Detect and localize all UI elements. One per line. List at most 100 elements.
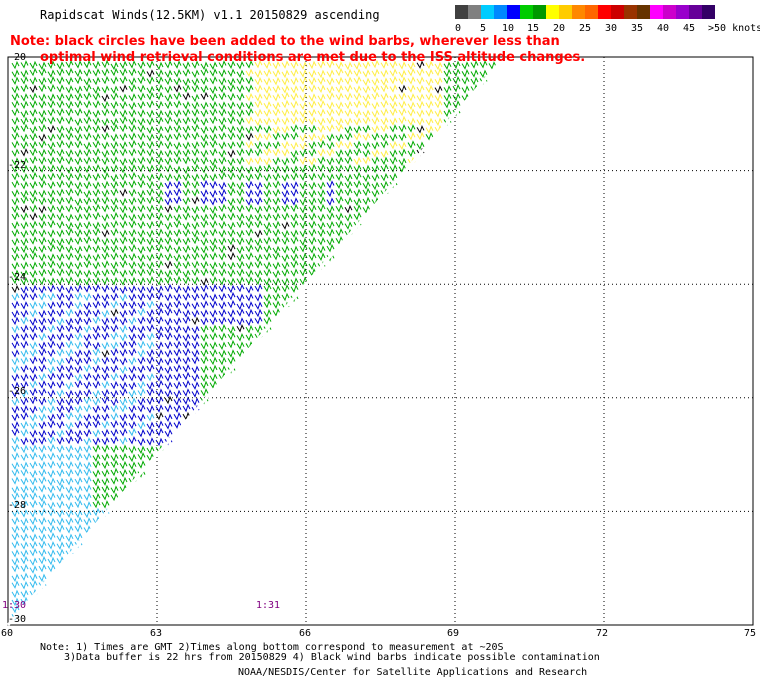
wind-barb bbox=[308, 157, 317, 166]
wind-barb bbox=[56, 348, 65, 357]
wind-barb bbox=[146, 323, 155, 333]
wind-barb bbox=[173, 267, 182, 277]
wind-barb bbox=[146, 220, 155, 230]
wind-barb bbox=[137, 325, 146, 334]
wind-barb bbox=[110, 133, 119, 142]
wind-barb bbox=[128, 316, 137, 326]
wind-barb bbox=[371, 109, 380, 118]
wind-barb bbox=[20, 69, 29, 78]
wind-barb bbox=[290, 229, 299, 238]
wind-barb bbox=[83, 83, 92, 93]
wind-barb bbox=[236, 84, 245, 93]
wind-barb bbox=[74, 85, 83, 94]
wind-barb bbox=[272, 140, 281, 150]
wind-barb bbox=[56, 524, 65, 533]
wind-barb bbox=[146, 267, 155, 277]
credit-line: NOAA/NESDIS/Center for Satellite Applica… bbox=[238, 667, 588, 678]
wind-barb bbox=[110, 372, 119, 381]
wind-barb bbox=[29, 269, 38, 279]
wind-barb bbox=[173, 237, 182, 246]
wind-barb bbox=[128, 339, 137, 349]
wind-barb bbox=[119, 420, 128, 429]
wind-barb bbox=[164, 317, 173, 326]
wind-barb bbox=[20, 572, 29, 581]
wind-barb bbox=[20, 261, 29, 270]
wind-barb bbox=[92, 284, 101, 293]
wind-barb bbox=[245, 301, 254, 310]
wind-barb bbox=[218, 188, 227, 198]
wind-barb bbox=[308, 76, 317, 86]
wind-barb bbox=[344, 204, 353, 214]
wind-barb bbox=[209, 268, 218, 277]
wind-barb bbox=[164, 269, 173, 278]
wind-barb bbox=[281, 221, 290, 230]
wind-barb bbox=[281, 181, 290, 190]
wind-barb bbox=[218, 229, 227, 238]
wind-barb bbox=[47, 107, 56, 117]
wind-barb bbox=[164, 76, 173, 86]
wind-barb bbox=[209, 237, 218, 246]
wind-barb bbox=[236, 268, 245, 277]
wind-barb bbox=[56, 204, 65, 214]
wind-barb bbox=[164, 421, 173, 430]
wind-barb bbox=[146, 133, 155, 142]
wind-barb bbox=[335, 140, 344, 149]
wind-barb bbox=[74, 452, 83, 462]
wind-barb bbox=[83, 517, 92, 526]
wind-barb bbox=[227, 316, 236, 325]
wind-barb bbox=[74, 461, 83, 470]
wind-barb bbox=[110, 428, 119, 437]
wind-barb bbox=[155, 149, 164, 159]
wind-barb bbox=[65, 172, 74, 182]
wind-barb bbox=[290, 253, 299, 262]
wind-barb bbox=[479, 69, 488, 79]
wind-barb bbox=[173, 141, 182, 151]
wind-barb bbox=[182, 101, 191, 110]
wind-barb bbox=[317, 60, 326, 69]
wind-barb bbox=[254, 156, 263, 165]
wind-barb bbox=[47, 556, 56, 566]
wind-barb bbox=[236, 156, 245, 165]
wind-barb bbox=[200, 133, 209, 142]
wind-barb bbox=[20, 509, 29, 518]
wind-barb bbox=[92, 139, 101, 149]
wind-barb bbox=[182, 340, 191, 349]
wind-barb bbox=[173, 420, 182, 429]
wind-barb bbox=[308, 124, 317, 134]
wind-barb bbox=[110, 197, 119, 206]
wind-barb bbox=[47, 419, 56, 429]
wind-barb bbox=[407, 84, 416, 93]
wind-barb bbox=[110, 108, 119, 118]
wind-barb bbox=[155, 307, 164, 317]
wind-barb bbox=[281, 236, 290, 246]
wind-barb bbox=[119, 132, 128, 141]
wind-barb bbox=[110, 260, 119, 270]
wind-barb bbox=[128, 205, 137, 214]
wind-barb bbox=[209, 101, 218, 110]
wind-barb bbox=[416, 117, 425, 126]
x-tick-69: 69 bbox=[447, 628, 460, 639]
wind-barb bbox=[398, 69, 407, 79]
wind-barb bbox=[299, 276, 308, 286]
wind-barb bbox=[155, 316, 164, 325]
wind-barb bbox=[263, 68, 272, 78]
wind-barb bbox=[146, 211, 155, 221]
wind-barb bbox=[101, 372, 110, 382]
wind-barb bbox=[11, 116, 20, 126]
wind-barb bbox=[11, 204, 20, 214]
wind-barb bbox=[290, 68, 299, 78]
wind-barb bbox=[236, 236, 245, 246]
wind-barb bbox=[20, 532, 29, 542]
wind-barb bbox=[281, 253, 290, 263]
wind-barb bbox=[290, 236, 299, 245]
wind-barb bbox=[101, 428, 110, 438]
wind-barb bbox=[29, 387, 38, 397]
wind-barb bbox=[416, 141, 425, 150]
wind-barb bbox=[209, 85, 218, 95]
wind-barb bbox=[227, 115, 236, 125]
wind-barb bbox=[254, 148, 263, 157]
wind-barb bbox=[263, 309, 272, 318]
wind-barb bbox=[227, 356, 236, 365]
wind-barb bbox=[173, 213, 182, 222]
wind-barb bbox=[164, 85, 173, 94]
